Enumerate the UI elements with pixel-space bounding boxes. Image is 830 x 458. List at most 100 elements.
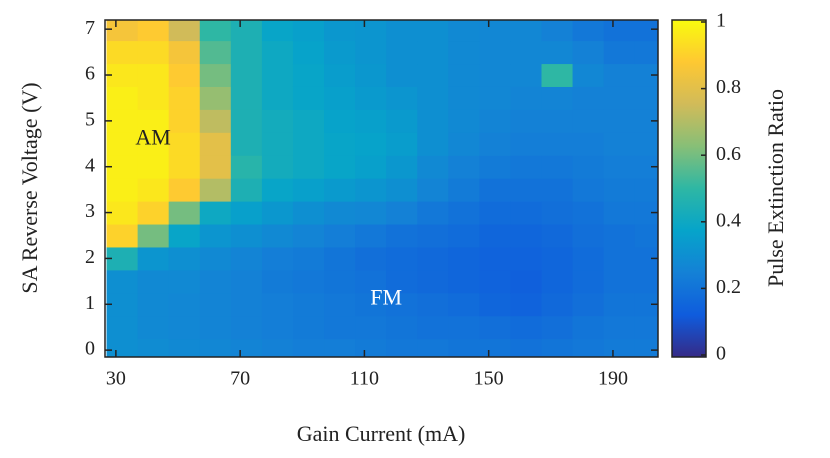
heat-cell — [417, 86, 449, 110]
heat-cell — [510, 292, 542, 317]
heat-cell — [541, 20, 574, 42]
heat-cell — [417, 155, 449, 179]
heat-cell — [355, 224, 387, 248]
heat-cell — [199, 40, 232, 65]
heat-cell — [572, 292, 605, 317]
heat-cell — [510, 201, 542, 225]
heat-cell — [510, 315, 542, 340]
heat-cell — [479, 86, 511, 110]
heat-cell — [292, 338, 325, 357]
heat-cell — [355, 40, 387, 65]
colorbar — [671, 19, 707, 358]
heat-cell — [137, 86, 170, 110]
heat-cell — [448, 178, 480, 202]
heat-cell — [448, 86, 480, 110]
heat-cell — [168, 292, 201, 317]
heat-cell — [603, 155, 636, 179]
heat-cell — [355, 155, 387, 179]
heat-cell — [199, 109, 232, 133]
heat-cell — [479, 63, 511, 87]
heat-cell — [137, 20, 170, 42]
heat-cell — [230, 40, 263, 65]
heat-cell — [168, 40, 201, 65]
heat-cell — [199, 338, 232, 357]
heat-cell — [230, 269, 263, 294]
heat-cell — [106, 20, 139, 42]
heat-cell — [292, 201, 325, 225]
heat-cell — [261, 178, 294, 202]
heat-cell — [292, 224, 325, 248]
heat-cell — [386, 86, 418, 110]
heat-cell — [106, 315, 139, 340]
colorbar-label: Pulse Extinction Ratio — [763, 89, 788, 287]
heat-cell — [106, 63, 139, 87]
heat-cell — [448, 20, 480, 42]
heat-cell — [199, 132, 232, 156]
heat-cell — [541, 109, 574, 133]
heat-cell — [355, 109, 387, 133]
heat-cell — [230, 201, 263, 225]
heat-cell — [199, 292, 232, 317]
y-tick-label: 4 — [85, 154, 95, 176]
heat-cell — [168, 132, 201, 156]
heat-cell — [168, 269, 201, 294]
heat-cell — [510, 132, 542, 156]
heat-cell — [230, 132, 263, 156]
heat-cell — [106, 292, 139, 317]
heat-cell — [510, 338, 542, 357]
heat-cell — [541, 178, 574, 202]
heat-cell — [572, 86, 605, 110]
heat-cell — [572, 155, 605, 179]
heat-cell — [230, 109, 263, 133]
heat-cell — [634, 40, 658, 65]
heat-cell — [355, 201, 387, 225]
heat-cell — [324, 201, 356, 225]
heat-cell — [137, 269, 170, 294]
heat-cell — [572, 201, 605, 225]
heat-cell — [448, 109, 480, 133]
heat-cell — [634, 201, 658, 225]
heat-cell — [603, 63, 636, 87]
heat-cell — [137, 246, 170, 271]
heatmap — [106, 20, 658, 357]
heat-cell — [386, 40, 418, 65]
y-tick-label: 6 — [85, 63, 95, 85]
heat-cell — [168, 20, 201, 42]
heat-cell — [199, 178, 232, 202]
colorbar-tick-label: 0.6 — [716, 143, 741, 165]
heat-cell — [417, 246, 449, 271]
heat-cell — [261, 315, 294, 340]
x-axis-label: Gain Current (mA) — [297, 421, 466, 446]
y-tick-label: 7 — [85, 17, 95, 39]
heat-cell — [230, 292, 263, 317]
heat-cell — [417, 224, 449, 248]
heat-cell — [479, 20, 511, 42]
heat-cell — [324, 155, 356, 179]
heat-cell — [603, 20, 636, 42]
heat-cell — [168, 155, 201, 179]
heat-cell — [355, 246, 387, 271]
heat-cell — [634, 155, 658, 179]
heat-cell — [230, 86, 263, 110]
heat-cell — [230, 338, 263, 357]
heat-cell — [355, 269, 387, 294]
heat-cell — [541, 315, 574, 340]
heat-cell — [292, 269, 325, 294]
heat-cell — [137, 109, 170, 133]
heat-cell — [386, 224, 418, 248]
heat-cell — [634, 292, 658, 317]
heat-cell — [479, 155, 511, 179]
heat-cell — [199, 201, 232, 225]
heat-cell — [199, 224, 232, 248]
heat-cell — [603, 201, 636, 225]
heat-cell — [199, 315, 232, 340]
heat-cell — [137, 178, 170, 202]
y-axis-label: SA Reverse Voltage (V) — [17, 82, 42, 293]
heat-cell — [230, 224, 263, 248]
heat-cell — [199, 246, 232, 271]
heat-cell — [292, 178, 325, 202]
heat-cell — [261, 20, 294, 42]
heat-cell — [541, 63, 574, 87]
heat-cell — [137, 224, 170, 248]
heat-cell — [324, 178, 356, 202]
